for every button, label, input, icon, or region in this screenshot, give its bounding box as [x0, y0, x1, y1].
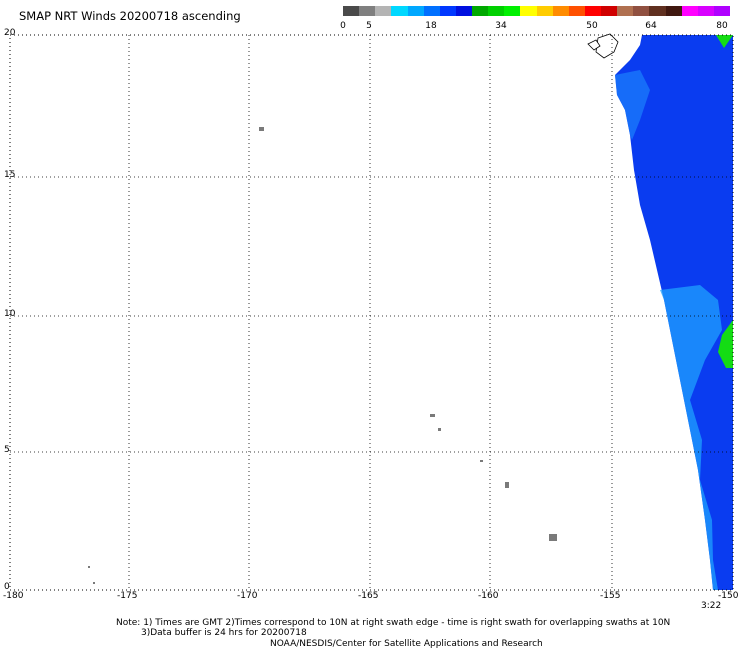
scale-segment-3: [391, 6, 408, 16]
scale-segment-8: [472, 6, 489, 16]
island-d: [505, 482, 509, 488]
x-tick-175: -175: [117, 591, 138, 601]
scale-segment-15: [584, 6, 601, 16]
scale-label-64: 64: [645, 21, 657, 31]
scale-segment-21: [681, 6, 698, 16]
hawaii-islands: [587, 33, 619, 59]
note-line-2: 3)Data buffer is 24 hrs for 20200718: [141, 628, 307, 638]
island-kiritimati: [549, 534, 557, 541]
scale-segment-9: [488, 6, 505, 16]
island-hawaii: [595, 33, 619, 59]
note-line-1: Note: 1) Times are GMT 2)Times correspon…: [116, 618, 671, 628]
island-f: [93, 582, 95, 584]
gridlines: [10, 35, 733, 590]
x-tick-180: -180: [3, 591, 24, 601]
scale-segment-17: [617, 6, 634, 16]
scale-segment-2: [375, 6, 392, 16]
wind-swath-light: [660, 285, 722, 590]
scale-segment-19: [649, 6, 666, 16]
island-c: [480, 460, 483, 462]
scale-segment-23: [713, 6, 730, 16]
scale-segment-18: [633, 6, 650, 16]
scale-segment-11: [520, 6, 537, 16]
y-tick-0: 0: [4, 582, 10, 592]
map-frame: [9, 34, 734, 591]
scale-segment-1: [359, 6, 376, 16]
wind-patch-green-east: [718, 320, 733, 368]
scale-segment-0: [343, 6, 360, 16]
wind-patch-green-north: [716, 35, 733, 48]
scale-segment-6: [439, 6, 456, 16]
x-tick-160: -160: [478, 591, 499, 601]
island-a: [430, 414, 435, 417]
scale-label-0: 0: [340, 21, 346, 31]
scale-segment-13: [552, 6, 569, 16]
island-e: [88, 566, 90, 568]
scale-segment-5: [423, 6, 440, 16]
scale-label-18: 18: [425, 21, 437, 31]
scale-segment-4: [407, 6, 424, 16]
wind-swath-light-north: [615, 70, 650, 140]
y-tick-15: 15: [4, 170, 16, 180]
note-line-3: NOAA/NESDIS/Center for Satellite Applica…: [270, 639, 543, 649]
y-tick-10: 10: [4, 309, 16, 319]
scale-segment-16: [601, 6, 618, 16]
scale-label-5: 5: [366, 21, 372, 31]
scale-segment-20: [665, 6, 682, 16]
island-johnston: [259, 127, 264, 131]
scale-segment-14: [568, 6, 585, 16]
map-title: SMAP NRT Winds 20200718 ascending: [19, 9, 241, 23]
scale-segment-22: [697, 6, 714, 16]
island-maui: [587, 39, 601, 51]
island-b: [438, 428, 441, 431]
wind-speed-color-scale: [343, 6, 730, 16]
swath-time-label: 3:22: [701, 601, 722, 611]
x-tick-170: -170: [237, 591, 258, 601]
scale-label-50: 50: [586, 21, 598, 31]
small-islands: [88, 127, 557, 584]
x-tick-155: -155: [600, 591, 621, 601]
x-tick-165: -165: [358, 591, 379, 601]
scale-segment-7: [455, 6, 472, 16]
y-tick-20: 20: [4, 28, 16, 38]
x-tick-150: -150: [718, 591, 739, 601]
scale-segment-10: [504, 6, 521, 16]
scale-label-80: 80: [716, 21, 728, 31]
y-tick-5: 5: [4, 445, 10, 455]
scale-segment-12: [536, 6, 553, 16]
scale-label-34: 34: [495, 21, 507, 31]
